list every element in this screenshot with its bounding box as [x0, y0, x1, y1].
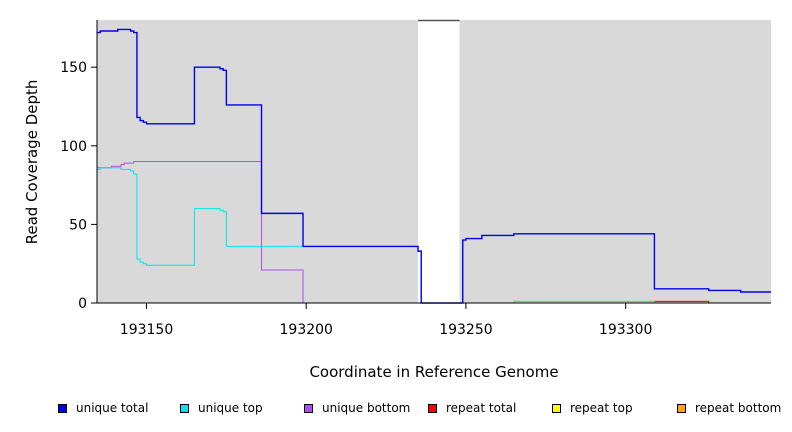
series-line-unique-total	[97, 28, 771, 304]
legend-label: repeat bottom	[695, 401, 782, 415]
legend-label: unique top	[198, 401, 263, 415]
legend-item-unique-bottom: unique bottom	[304, 401, 410, 415]
legend-swatch	[428, 403, 437, 413]
y-tick-label: 150	[60, 60, 87, 76]
legend-item-unique-total: unique total	[58, 401, 148, 415]
legend-label: unique total	[76, 401, 149, 415]
legend-swatch	[180, 403, 189, 413]
y-tick-label: 50	[69, 217, 87, 233]
gap-region	[418, 20, 460, 303]
y-tick-label: 100	[60, 139, 87, 155]
legend-item-repeat-total: repeat total	[428, 401, 516, 415]
legend-item-repeat-bottom: repeat bottom	[677, 401, 781, 415]
legend-swatch	[677, 403, 686, 413]
axis-layer: 0 50 100 150 193150 193200 193250 193300	[60, 20, 771, 338]
x-tick-label: 193150	[120, 322, 173, 338]
legend-label: repeat total	[446, 401, 517, 415]
x-tick-label: 193250	[439, 322, 492, 338]
legend-item-repeat-top: repeat top	[552, 401, 633, 415]
x-axis-title: Coordinate in Reference Genome	[309, 363, 558, 381]
legend-label: unique bottom	[322, 401, 411, 415]
y-tick-label: 0	[78, 296, 87, 312]
legend-swatch	[58, 403, 67, 413]
x-tick-label: 193300	[599, 322, 652, 338]
x-tick-label: 193200	[280, 322, 333, 338]
legend-swatch	[304, 403, 313, 413]
y-axis-title: Read Coverage Depth	[23, 80, 41, 245]
legend-swatch	[552, 403, 561, 413]
legend-label: repeat top	[570, 401, 633, 415]
legend: unique total unique top unique bottom repea…	[0, 401, 792, 419]
legend-item-unique-top: unique top	[180, 401, 263, 415]
